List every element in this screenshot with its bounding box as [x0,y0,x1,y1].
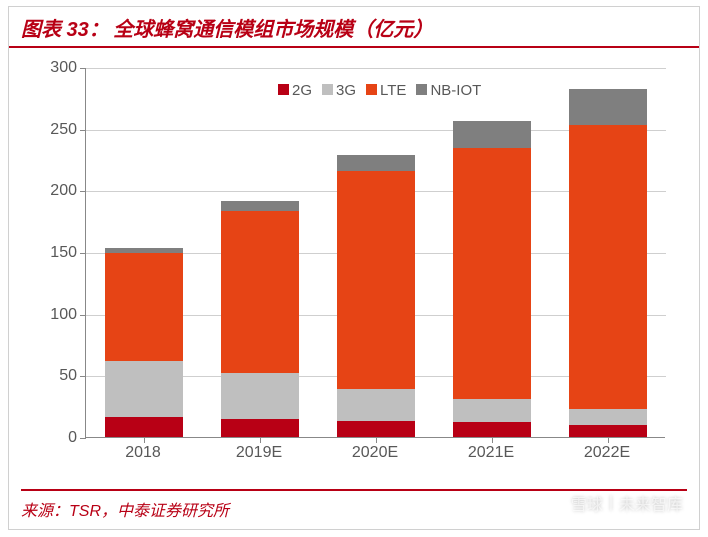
bar-segment-nb-iot [569,89,647,125]
x-axis-label: 2018 [125,444,161,462]
y-axis-label: 300 [37,59,77,77]
legend-swatch [322,84,333,95]
y-axis-label: 150 [37,244,77,262]
bar-segment-2g [337,421,415,437]
watermark-sep: | [609,494,613,512]
y-tick [80,315,86,316]
legend-label: NB-IOT [430,82,481,99]
bar-segment-2g [221,419,299,438]
bar-segment-nb-iot [221,201,299,211]
source-text: TSR，中泰证券研究所 [69,503,229,520]
y-axis-label: 50 [37,367,77,385]
y-tick [80,68,86,69]
x-tick [144,437,145,443]
watermark: 雪球 | 未来智库 [545,491,683,515]
bar-segment-lte [453,148,531,398]
legend-swatch [416,84,427,95]
legend-item-3g: 3G [322,82,356,99]
bar-segment-3g [105,361,183,418]
watermark-icon [545,493,565,513]
bar-stack [453,121,531,437]
x-axis-label: 2022E [584,444,630,462]
legend-label: 2G [292,82,312,99]
y-axis-label: 200 [37,182,77,200]
chart-title: 全球蜂窝通信模组市场规模（亿元） [113,19,433,41]
bar-segment-nb-iot [453,121,531,148]
x-tick [608,437,609,443]
x-axis-label: 2021E [468,444,514,462]
bar-segment-nb-iot [337,155,415,171]
chart-legend: 2G 3G LTE NB-IOT [278,82,481,99]
y-axis-label: 0 [37,429,77,447]
y-tick [80,438,86,439]
bar-segment-lte [569,125,647,409]
legend-label: LTE [380,82,406,99]
x-axis-label: 2019E [236,444,282,462]
bar-stack [105,248,183,437]
watermark-brand: 雪球 [571,491,603,515]
y-axis-label: 100 [37,306,77,324]
bar-segment-3g [453,399,531,422]
bar-segment-2g [453,422,531,437]
bar-stack [569,89,647,437]
y-axis-label: 250 [37,121,77,139]
legend-item-lte: LTE [366,82,406,99]
legend-label: 3G [336,82,356,99]
source-label: 来源： [21,503,69,520]
x-tick [492,437,493,443]
bar-segment-lte [337,171,415,389]
legend-item-nb-iot: NB-IOT [416,82,481,99]
bar-segment-3g [337,389,415,421]
y-tick [80,130,86,131]
x-tick [376,437,377,443]
chart-title-row: 图表 33： 全球蜂窝通信模组市场规模（亿元） [9,7,699,48]
bar-segment-2g [105,417,183,437]
y-tick [80,253,86,254]
bar-segment-lte [105,253,183,360]
chart-title-prefix: 图表 33： [21,19,109,41]
x-axis-label: 2020E [352,444,398,462]
legend-swatch [278,84,289,95]
watermark-sub: 未来智库 [619,491,683,515]
x-tick [260,437,261,443]
bar-segment-3g [221,373,299,419]
chart-plot: 2G 3G LTE NB-IOT [85,68,665,438]
bar-segment-2g [569,425,647,437]
chart-area: 2G 3G LTE NB-IOT 0 50 100 150 200 250 300 2018 2019… [29,58,679,478]
legend-swatch [366,84,377,95]
gridline [86,68,666,69]
bar-stack [221,201,299,437]
bar-segment-3g [569,409,647,425]
y-tick [80,376,86,377]
bar-segment-lte [221,211,299,373]
bar-stack [337,155,415,437]
legend-item-2g: 2G [278,82,312,99]
y-tick [80,191,86,192]
chart-frame: 图表 33： 全球蜂窝通信模组市场规模（亿元） 2G 3G LTE NB-IOT 0 5… [8,6,700,530]
